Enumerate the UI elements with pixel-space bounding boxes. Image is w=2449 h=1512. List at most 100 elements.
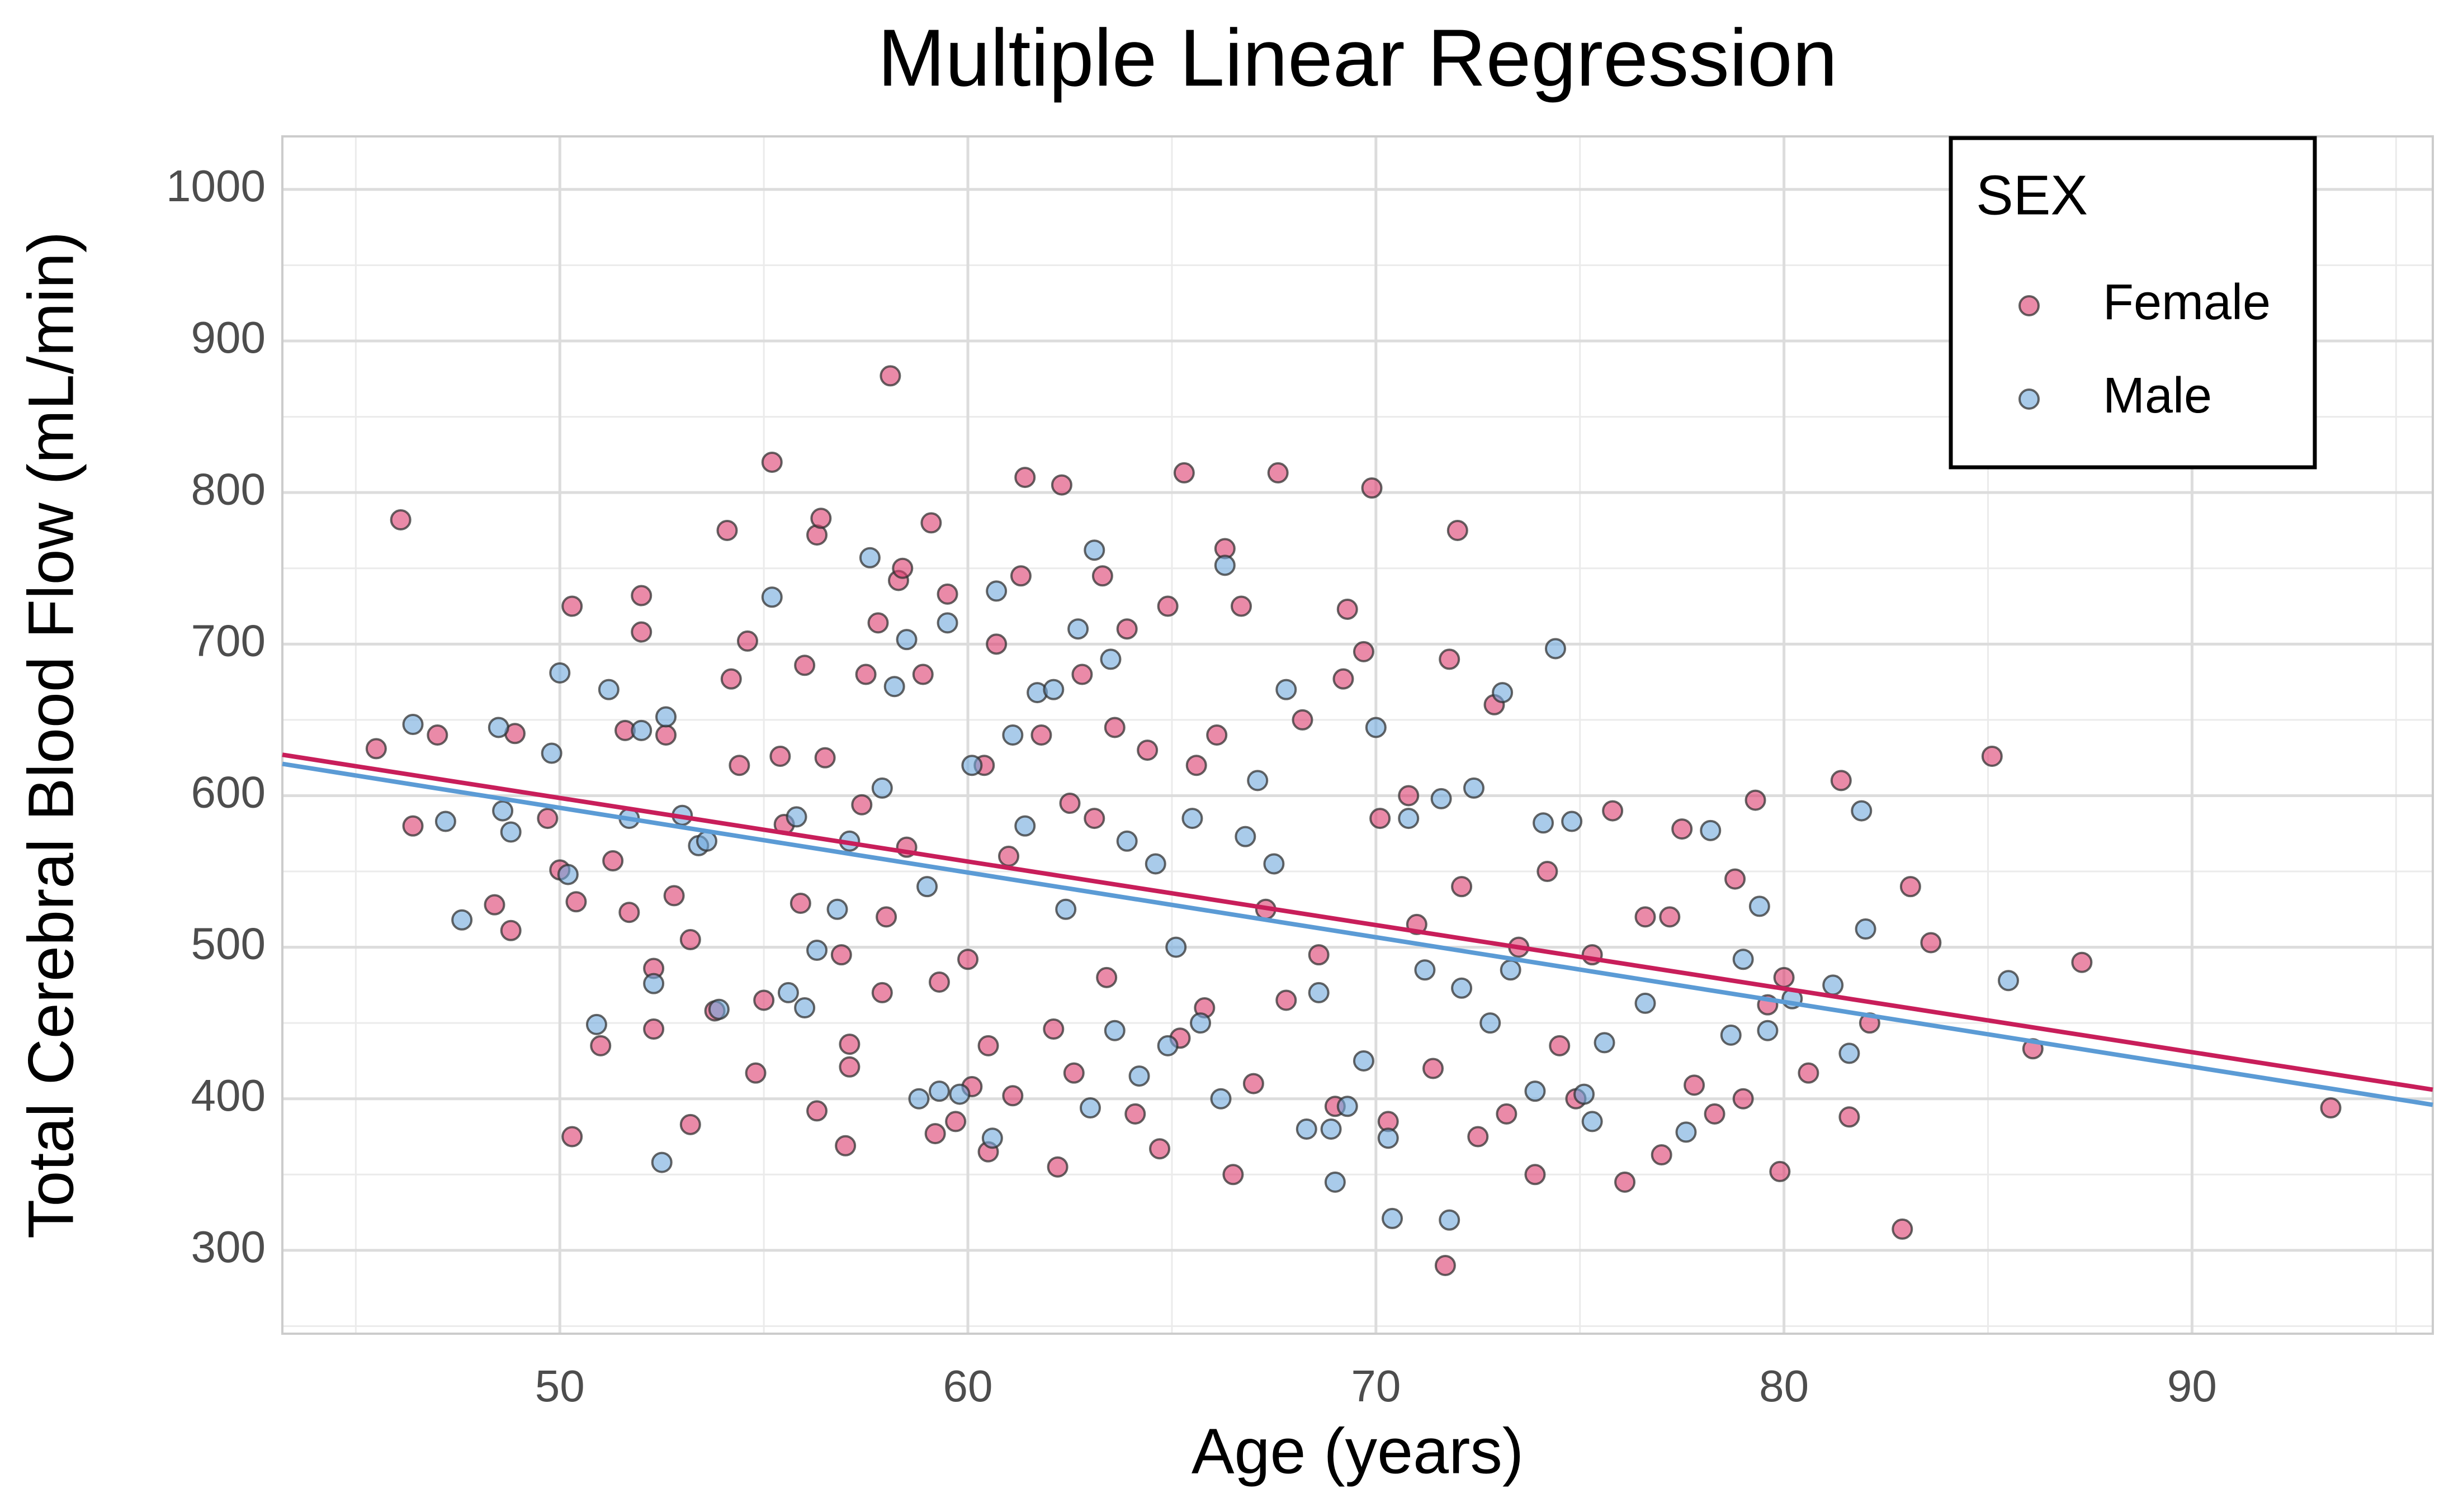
data-point: [1981, 745, 2003, 767]
data-point: [500, 919, 522, 941]
data-point: [892, 557, 914, 579]
data-point: [1434, 1254, 1456, 1276]
data-point: [1651, 1144, 1672, 1166]
x-tick-label: 90: [2167, 1361, 2217, 1411]
data-point: [1128, 1065, 1150, 1087]
data-point: [1324, 1171, 1346, 1193]
data-point: [1353, 1050, 1374, 1072]
data-point: [1398, 808, 1420, 830]
data-point: [761, 586, 783, 608]
data-point: [537, 808, 559, 830]
y-tick-label: 600: [191, 767, 266, 817]
data-point: [1071, 663, 1093, 685]
data-point: [484, 894, 505, 916]
data-point: [655, 706, 677, 728]
data-point: [839, 1056, 861, 1078]
data-point: [1043, 1018, 1065, 1040]
y-tick-label: 700: [191, 615, 266, 665]
data-point: [1063, 1062, 1085, 1084]
data-point: [1296, 1118, 1317, 1140]
data-point: [1084, 539, 1105, 561]
data-point: [1165, 936, 1187, 958]
data-point: [643, 973, 665, 994]
data-point: [1704, 1103, 1725, 1125]
data-point: [745, 1062, 767, 1084]
data-point: [1732, 1088, 1754, 1110]
x-tick-label: 60: [943, 1361, 993, 1411]
data-point: [1235, 826, 1256, 847]
data-point: [928, 1080, 950, 1102]
data-point: [1320, 1118, 1342, 1140]
data-point: [590, 1035, 612, 1056]
regression-line: [282, 752, 2433, 1092]
data-point: [1851, 800, 1873, 822]
data-point: [826, 898, 848, 920]
data-point: [1332, 668, 1354, 690]
data-point: [1899, 876, 1921, 898]
legend-label: Female: [2103, 274, 2271, 330]
data-point: [1684, 1074, 1705, 1096]
data-point: [806, 940, 828, 961]
legend-title: SEX: [1976, 164, 2088, 226]
data-point: [1451, 876, 1473, 898]
data-point: [1181, 808, 1203, 830]
data-point: [1724, 868, 1746, 890]
regression-line: [282, 761, 2433, 1107]
data-point: [981, 1127, 1003, 1149]
data-point: [1659, 906, 1681, 928]
data-point: [1308, 982, 1330, 1003]
data-point: [598, 679, 620, 700]
data-point: [1732, 949, 1754, 970]
data-point: [655, 724, 677, 746]
data-point: [1263, 853, 1285, 875]
data-point: [867, 612, 889, 634]
data-point: [1336, 1096, 1358, 1117]
data-point: [631, 719, 653, 741]
data-point: [1602, 800, 1624, 822]
data-point: [830, 944, 852, 966]
data-point: [1744, 789, 1766, 811]
data-point: [1524, 1164, 1546, 1186]
data-point: [1757, 1020, 1779, 1041]
data-point: [1222, 1164, 1244, 1186]
data-point: [663, 885, 685, 907]
data-point: [1398, 785, 1420, 807]
data-point: [777, 982, 799, 1003]
data-point: [1067, 618, 1089, 640]
data-point: [1446, 519, 1468, 541]
x-tick-label: 50: [535, 1361, 585, 1411]
data-point: [1275, 989, 1297, 1011]
data-point: [1353, 641, 1374, 662]
y-tick-label: 1000: [166, 161, 266, 211]
data-point: [871, 982, 893, 1003]
data-point: [1214, 554, 1236, 576]
data-point: [1838, 1106, 1860, 1128]
legend-marker: [2018, 388, 2040, 410]
data-point: [561, 1126, 583, 1148]
data-point: [1084, 808, 1105, 830]
data-point: [2071, 951, 2093, 973]
data-point: [1439, 1209, 1460, 1231]
data-point: [1014, 815, 1036, 837]
data-point: [957, 949, 979, 970]
data-point: [1720, 1024, 1742, 1046]
data-point: [1149, 1138, 1171, 1160]
data-point: [1998, 970, 2020, 992]
data-point: [998, 845, 1020, 867]
data-point: [835, 1135, 857, 1156]
data-point: [1544, 638, 1566, 660]
data-point: [1549, 1035, 1571, 1056]
y-tick-label: 800: [191, 464, 266, 514]
chart-title: Multiple Linear Regression: [878, 12, 1838, 103]
data-point: [1773, 966, 1795, 988]
data-point: [789, 892, 811, 914]
data-point: [794, 997, 816, 1019]
data-point: [1614, 1171, 1636, 1193]
data-point: [1137, 740, 1159, 761]
data-point: [1124, 1103, 1146, 1125]
data-point: [851, 794, 873, 816]
data-point: [1561, 810, 1583, 832]
data-point: [937, 612, 958, 634]
data-point: [1920, 932, 1942, 954]
